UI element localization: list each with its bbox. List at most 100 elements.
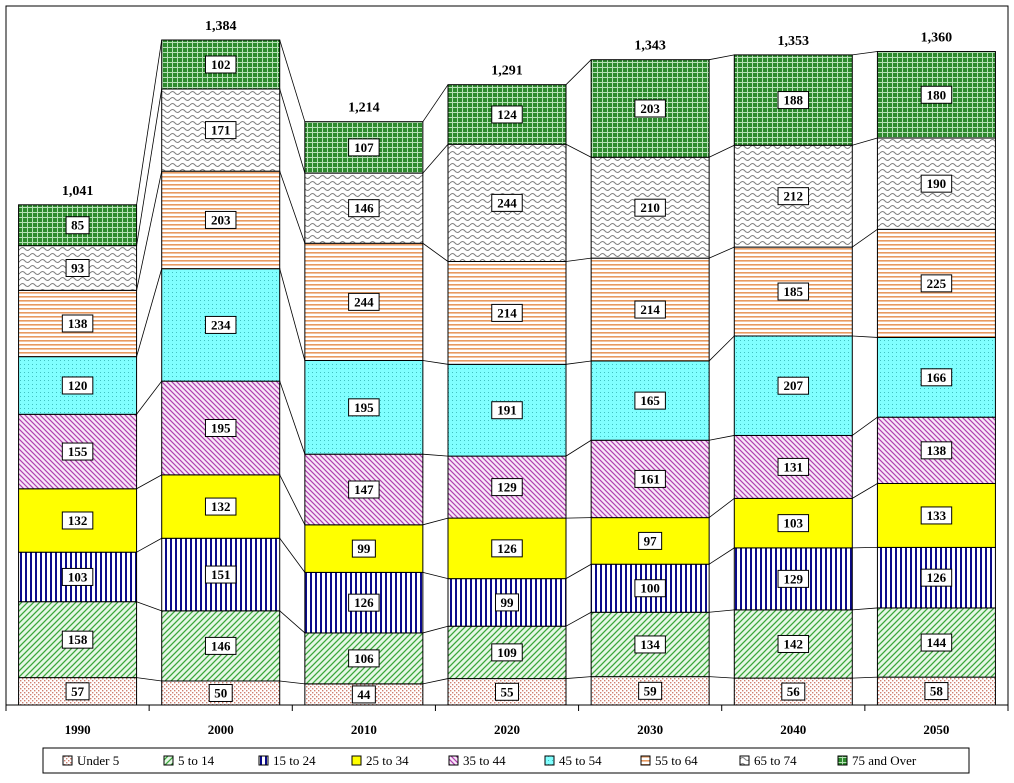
value-label-under-5-2020: 55 [501, 684, 515, 699]
value-label-25-to-34-2030: 97 [644, 533, 658, 548]
value-label-65-to-74-2010: 146 [354, 201, 374, 216]
connector-line [137, 40, 162, 205]
value-label-35-to-44-2000: 195 [211, 420, 231, 435]
legend-swatch-15-to-24 [259, 756, 268, 765]
value-label-25-to-34-2040: 103 [784, 516, 804, 531]
legend-label-under-5: Under 5 [77, 753, 119, 768]
connector-line [423, 144, 448, 173]
legend-label-75-and-over: 75 and Over [852, 753, 917, 768]
legend-swatch-55-to-64 [641, 756, 650, 765]
connector-line [566, 612, 591, 626]
connector-line [852, 229, 877, 247]
connector-line [852, 483, 877, 498]
connector-line [709, 435, 734, 440]
value-label-35-to-44-2010: 147 [354, 482, 374, 497]
x-tick-label-1990: 1990 [65, 722, 91, 737]
legend-label-35-to-44: 35 to 44 [463, 753, 506, 768]
connector-line [852, 52, 877, 55]
value-label-25-to-34-2010: 99 [357, 541, 371, 556]
value-label-75-and-over-2020: 124 [497, 107, 517, 122]
connector-line [423, 243, 448, 261]
value-label-under-5-1990: 57 [71, 684, 85, 699]
value-label-65-to-74-2020: 244 [497, 195, 517, 210]
value-label-15-to-24-2000: 151 [211, 567, 231, 582]
value-label-25-to-34-2000: 132 [211, 499, 231, 514]
value-label-5-to-14-2050: 144 [927, 635, 947, 650]
legend-swatch-35-to-44 [449, 756, 458, 765]
value-label-under-5-2010: 44 [357, 687, 371, 702]
connector-line [280, 538, 305, 572]
total-label-2050: 1,360 [921, 31, 953, 46]
connector-line [280, 475, 305, 525]
value-label-55-to-64-1990: 138 [68, 316, 88, 331]
value-label-under-5-2030: 59 [644, 683, 658, 698]
connector-line [423, 518, 448, 525]
value-label-55-to-64-2050: 225 [927, 276, 947, 291]
connector-line [137, 475, 162, 489]
value-label-under-5-2000: 50 [214, 685, 227, 700]
total-label-2040: 1,353 [778, 34, 810, 49]
connector-line [423, 572, 448, 578]
value-label-45-to-54-2030: 165 [640, 393, 660, 408]
connector-line [423, 454, 448, 456]
value-label-45-to-54-1990: 120 [68, 378, 88, 393]
connector-line [566, 361, 591, 364]
connector-line [423, 679, 448, 684]
connector-line [423, 626, 448, 633]
connector-line [852, 138, 877, 145]
legend-swatch-5-to-14 [164, 756, 173, 765]
value-label-55-to-64-2000: 203 [211, 212, 231, 227]
value-label-75-and-over-2030: 203 [640, 101, 660, 116]
value-label-25-to-34-2050: 133 [927, 508, 947, 523]
legend-swatch-25-to-34 [352, 756, 361, 765]
value-label-65-to-74-2050: 190 [927, 176, 947, 191]
value-label-75-and-over-1990: 85 [71, 218, 85, 233]
connector-line [709, 677, 734, 678]
legend-swatch-45-to-54 [545, 756, 554, 765]
value-label-15-to-24-2040: 129 [784, 571, 804, 586]
connector-line [280, 381, 305, 454]
x-tick-label-2040: 2040 [780, 722, 806, 737]
connector-line [709, 548, 734, 564]
connector-line [852, 417, 877, 435]
value-label-5-to-14-2020: 109 [497, 645, 517, 660]
value-label-55-to-64-2040: 185 [784, 284, 804, 299]
value-label-45-to-54-2020: 191 [497, 403, 517, 418]
value-label-15-to-24-2020: 99 [501, 595, 515, 610]
connector-line [137, 269, 162, 357]
connector-line [137, 171, 162, 290]
value-label-65-to-74-1990: 93 [71, 260, 85, 275]
connector-line [709, 247, 734, 258]
value-label-65-to-74-2040: 212 [784, 189, 804, 204]
connector-line [566, 60, 591, 85]
value-label-15-to-24-2010: 126 [354, 595, 374, 610]
connector-line [709, 498, 734, 517]
value-label-45-to-54-2010: 195 [354, 400, 374, 415]
connector-line [280, 681, 305, 684]
legend-label-45-to-54: 45 to 54 [559, 753, 602, 768]
value-label-under-5-2050: 58 [930, 684, 944, 699]
connector-line [137, 678, 162, 681]
value-label-55-to-64-2010: 244 [354, 294, 374, 309]
legend-swatch-65-to-74 [740, 756, 749, 765]
value-label-15-to-24-2030: 100 [640, 581, 660, 596]
value-label-75-and-over-2010: 107 [354, 140, 374, 155]
connector-line [423, 85, 448, 122]
value-label-15-to-24-1990: 103 [68, 569, 88, 584]
value-label-35-to-44-2030: 161 [640, 471, 660, 486]
total-label-2020: 1,291 [491, 64, 523, 79]
value-label-55-to-64-2030: 214 [640, 302, 660, 317]
connector-line [566, 564, 591, 578]
legend-label-25-to-34: 25 to 34 [366, 753, 409, 768]
total-label-1990: 1,041 [62, 184, 94, 199]
connector-line [280, 40, 305, 122]
connector-line [566, 144, 591, 157]
connector-line [137, 538, 162, 552]
value-label-65-to-74-2000: 171 [211, 123, 231, 138]
value-label-65-to-74-2030: 210 [640, 200, 660, 215]
total-label-2010: 1,214 [348, 101, 380, 116]
legend-label-5-to-14: 5 to 14 [178, 753, 215, 768]
